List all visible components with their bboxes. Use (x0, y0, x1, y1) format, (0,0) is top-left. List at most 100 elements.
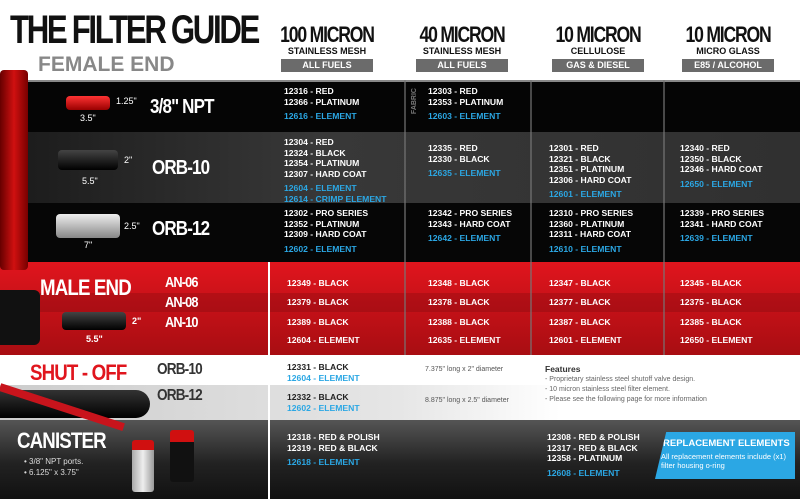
row-band-shutoff-orb10 (0, 355, 800, 385)
column-header-10-micron-glass: 10 MICRON MICRO GLASS E85 / ALCOHOL (668, 24, 788, 72)
part-number: 12366 - PLATINUM (284, 96, 360, 107)
column-divider (663, 80, 665, 355)
part-number: 12352 - PLATINUM (284, 218, 360, 229)
part-number: 12307 - HARD COAT (284, 168, 367, 179)
male-cell: 12375 - BLACK (680, 297, 742, 307)
female-cell: 12335 - RED 12330 - BLACK 12635 - ELEMENT (428, 143, 501, 179)
page-title: THE FILTER GUIDE (10, 8, 260, 52)
part-number: 12301 - RED (549, 143, 599, 153)
part-number: 12614 - CRIMP ELEMENT (284, 193, 387, 204)
part-number: 12351 - PLATINUM (549, 164, 625, 175)
replacement-elements-callout: REPLACEMENT ELEMENTS All replacement ele… (655, 432, 795, 479)
row-label-npt: 3/8" NPT (150, 96, 214, 118)
part-number: 12318 - RED & POLISH (287, 432, 380, 442)
male-cell: 12387 - BLACK (549, 317, 611, 327)
features-list: - Proprietary stainless steel shutoff va… (545, 376, 707, 403)
replacement-text: All replacement elements include (x1) fi… (661, 452, 787, 470)
part-number: 12308 - RED & POLISH (547, 432, 640, 442)
female-cell: 12342 - PRO SERIES 12343 - HARD COAT 12642… (428, 208, 512, 244)
part-number: 12330 - BLACK (428, 153, 490, 164)
male-cell: 12379 - BLACK (287, 297, 349, 307)
part-number: 12650 - ELEMENT (680, 178, 753, 189)
shutoff-orb12-cell: 12332 - BLACK 12602 - ELEMENT (287, 392, 360, 413)
part-number: 12335 - RED (428, 143, 478, 153)
part-number: 12342 - PRO SERIES (428, 208, 513, 218)
male-cell: 12347 - BLACK (549, 278, 611, 288)
female-cell: 12316 - RED 12366 - PLATINUM 12616 - ELEME… (284, 86, 359, 122)
replacement-title: REPLACEMENT ELEMENTS (663, 438, 790, 449)
female-cell: 12304 - RED 12324 - BLACK 12354 - PLATINUM… (284, 137, 387, 205)
male-element-cell: 12635 - ELEMENT (428, 335, 501, 345)
part-number: 12319 - RED & BLACK (287, 442, 378, 453)
female-cell: 12301 - RED 12321 - BLACK 12351 - PLATINUM… (549, 143, 631, 200)
filter-image-orb10 (58, 150, 118, 170)
part-number: 12311 - HARD COAT (549, 229, 631, 240)
column-divider (404, 80, 406, 355)
part-number: 12635 - ELEMENT (428, 168, 501, 179)
filter-image-orb12 (56, 214, 120, 238)
male-cell: 12377 - BLACK (549, 297, 611, 307)
column-header-100-micron: 100 MICRON STAINLESS MESH ALL FUELS (280, 22, 375, 72)
part-number: 12304 - RED (284, 137, 334, 147)
divider (268, 262, 270, 499)
dimension-diameter: 2" (132, 316, 142, 326)
male-element-cell: 12650 - ELEMENT (680, 335, 753, 345)
male-cell: 12388 - BLACK (428, 317, 490, 327)
male-cell: 12345 - BLACK (680, 278, 742, 288)
dimension-length: 3.5" (80, 113, 96, 123)
dimension-length: 7" (84, 240, 93, 250)
part-number: 12358 - PLATINUM (547, 453, 623, 464)
column-divider (530, 80, 532, 355)
row-band-male-end (0, 262, 800, 355)
row-label-an10: AN-10 (165, 314, 198, 331)
part-number: 12340 - RED (680, 143, 730, 153)
female-cell: 12310 - PRO SERIES 12360 - PLATINUM 12311 … (549, 208, 633, 254)
canister-image-black (170, 430, 194, 482)
canister-specs: • 3/8" NPT ports. • 6.125" x 3.75" (24, 457, 84, 477)
dimension-diameter: 2" (124, 155, 133, 165)
part-number: 12618 - ELEMENT (287, 457, 360, 468)
part-number: 12310 - PRO SERIES (549, 208, 634, 218)
part-number: 12309 - HARD COAT (284, 229, 367, 240)
part-number: 12341 - HARD COAT (680, 218, 763, 229)
shutoff-orb10-cell: 12331 - BLACK 12604 - ELEMENT (287, 362, 360, 383)
male-cell: 12349 - BLACK (287, 278, 349, 288)
row-label-orb10: ORB-10 (152, 157, 210, 179)
part-number: 12602 - ELEMENT (284, 243, 357, 254)
part-number: 12353 - PLATINUM (428, 96, 504, 107)
row-label-an08: AN-08 (165, 294, 198, 311)
part-number: 12610 - ELEMENT (549, 243, 622, 254)
part-number: 12346 - HARD COAT (680, 164, 763, 175)
filter-image-male (62, 312, 126, 330)
part-number: 12608 - ELEMENT (547, 467, 620, 478)
male-cell: 12378 - BLACK (428, 297, 490, 307)
row-band-orb12 (0, 203, 800, 262)
features-title: Features (545, 364, 581, 374)
part-number: 12316 - RED (284, 86, 334, 96)
female-cell: 12339 - PRO SERIES 12341 - HARD COAT 12639… (680, 208, 764, 244)
column-header-10-micron-cellulose: 10 MICRON CELLULOSE GAS & DIESEL (538, 24, 658, 72)
male-element-cell: 12604 - ELEMENT (287, 335, 360, 345)
canister-image-polish (132, 440, 154, 492)
part-number: 12616 - ELEMENT (284, 111, 357, 122)
part-number: 12354 - PLATINUM (284, 158, 360, 169)
part-number: 12321 - BLACK (549, 153, 611, 164)
female-cell: 12303 - RED 12353 - PLATINUM 12603 - ELEME… (428, 86, 503, 122)
filter-image-male-large (0, 290, 40, 345)
part-number: 12639 - ELEMENT (680, 233, 753, 244)
shutoff-orb10-dims: 7.375" long x 2" diameter (425, 366, 504, 373)
row-label-orb12: ORB-12 (152, 218, 210, 240)
shutoff-orb12-dims: 8.875" long x 2.5" diameter (425, 397, 509, 404)
row-label-shutoff-orb12: ORB-12 (157, 387, 203, 404)
dimension-diameter: 1.25" (116, 96, 137, 106)
dimension-length: 5.5" (82, 176, 98, 186)
fabric-tag: FABRIC (411, 88, 418, 115)
section-canister: CANISTER (17, 428, 107, 453)
row-label-shutoff-orb10: ORB-10 (157, 361, 203, 378)
part-number: 12343 - HARD COAT (428, 218, 511, 229)
canister-col1-cell: 12318 - RED & POLISH 12319 - RED & BLACK 1… (287, 432, 380, 468)
section-male-end: MALE END (40, 275, 132, 300)
dimension-length: 5.5" (86, 334, 103, 344)
part-number: 12603 - ELEMENT (428, 111, 501, 122)
row-label-an06: AN-06 (165, 274, 198, 291)
